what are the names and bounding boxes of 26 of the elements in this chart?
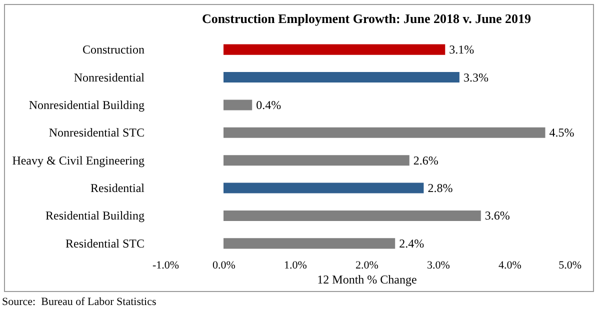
x-tick-label: 4.0% — [498, 260, 522, 272]
x-tick-label: 5.0% — [558, 260, 582, 272]
x-tick-label: 3.0% — [427, 260, 450, 272]
y-tick-label: Residential Building — [46, 208, 144, 223]
y-tick-label: Nonresidential Building — [28, 98, 144, 112]
x-tick-label: -1.0% — [152, 260, 180, 272]
x-tick-label: 1.0% — [284, 260, 307, 272]
chart-title: Construction Employment Growth: June 2018 v. June 2019 — [202, 11, 532, 26]
source-note: Source: Bureau of Labor Statistics — [2, 296, 156, 308]
data-label: 3.3% — [463, 70, 488, 84]
y-tick-label: Nonresidential STC — [48, 126, 144, 140]
x-tick-label: 2.0% — [356, 260, 378, 272]
data-label: 2.8% — [428, 181, 453, 196]
data-label: 2.4% — [399, 236, 424, 250]
y-tick-label: Heavy & Civil Engineering — [12, 153, 144, 168]
data-label: 3.1% — [449, 42, 474, 57]
data-label: 2.6% — [413, 153, 438, 168]
y-tick-label: Nonresidential — [74, 70, 146, 84]
y-tick-label: Construction — [82, 42, 144, 57]
x-tick-label: 0.0% — [212, 260, 236, 272]
x-axis-title: 12 Month % Change — [317, 272, 417, 286]
y-tick-label: Residential STC — [66, 236, 144, 250]
data-label: 3.6% — [484, 208, 510, 223]
data-label: 4.5% — [549, 126, 574, 140]
y-tick-label: Residential — [90, 181, 146, 196]
data-label: 0.4% — [256, 98, 282, 112]
